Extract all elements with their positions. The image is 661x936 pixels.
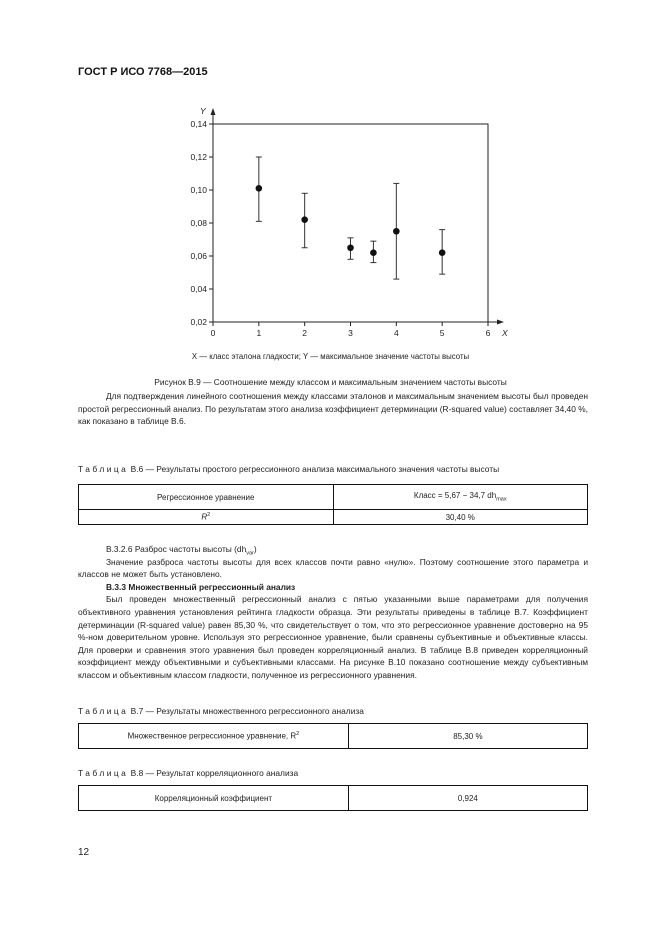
data-point [438,249,446,256]
x-axis-label: X [501,328,508,338]
table-cell: 30,40 % [332,509,588,525]
data-point [370,249,377,256]
y-tick-label: 0,06 [190,251,207,261]
table-row: Регрессионное уравнение Класс = 5,67 − 3… [78,484,588,510]
table-row: R2 30,40 % [78,509,588,525]
chart: X Y 0 1 2 3 4 5 6 0,02 0,04 0,06 0,08 0,10 0,12 0,14 [190,106,508,338]
paragraph-regression: Для подтверждения линейного соотношения … [78,391,588,427]
table-b8: Корреляционный коэффициент 0,924 [78,785,589,811]
y-axis-label: Y [200,106,207,116]
x-tick-label: 4 [394,328,399,338]
y-tick-label: 0,12 [190,152,207,162]
y-axis-arrow-icon [210,108,216,115]
table-cell: 0,924 [347,785,589,811]
x-tick-label: 0 [211,328,216,338]
table-cell: Корреляционный коэффициент [78,785,349,811]
standard-header: ГОСТ Р ИСО 7768—2015 [78,66,208,78]
section-b326-heading: В.3.2.6 Разброс частоты высоты (dhvar) [106,544,257,557]
table-b8-title: Таблица В.8 — Результат корреляционного … [78,768,299,778]
table-b6: Регрессионное уравнение Класс = 5,67 − 3… [78,484,588,525]
x-axis-arrow-icon [497,319,504,325]
table-b6-title: Таблица В.6 — Результаты простого регрес… [78,464,499,474]
table-cell: R2 [78,509,334,525]
x-tick-label: 2 [302,328,307,338]
table-cell: Множественное регрессионное уравнение, R… [78,723,349,749]
section-b326-text: Значение разброса частоты высоты для все… [78,556,588,580]
table-b7-title: Таблица В.7 — Результаты множественного … [78,706,364,716]
data-point [255,185,263,192]
x-tick-label: 3 [348,328,353,338]
page-number: 12 [78,847,90,858]
x-tick-label: 5 [440,328,445,338]
figure-caption: Рисунок В.9 — Соотношение между классом … [154,377,507,387]
y-tick-label: 0,02 [190,317,207,327]
y-tick-label: 0,08 [190,218,207,228]
data-point [393,227,400,235]
plot-frame [212,123,489,323]
x-tick-label: 6 [486,328,491,338]
y-tick-label: 0,04 [190,284,207,294]
x-tick-label: 1 [256,328,261,338]
table-title-text: В.6 — Результаты простого регрессионного… [130,464,500,474]
table-cell: 85,30 % [347,723,589,749]
y-tick-label: 0,10 [190,185,207,195]
table-row: Множественное регрессионное уравнение, R… [78,723,589,749]
table-b7: Множественное регрессионное уравнение, R… [78,723,589,749]
data-point [301,216,308,223]
section-b33-text: Был проведен множественный регрессионный… [78,594,588,680]
data-point [347,244,354,252]
y-tick-label: 0,14 [190,119,207,129]
table-row: Корреляционный коэффициент 0,924 [78,785,589,811]
table-label: Таблица [78,464,129,474]
table-cell: Класс = 5,67 − 34,7 dhmax [332,484,588,510]
table-cell: Регрессионное уравнение [78,484,334,510]
figure-legend: X — класс эталона гладкости; Y — максима… [191,352,470,361]
section-b33-heading: В.3.3 Множественный регрессионный анализ [106,581,296,592]
